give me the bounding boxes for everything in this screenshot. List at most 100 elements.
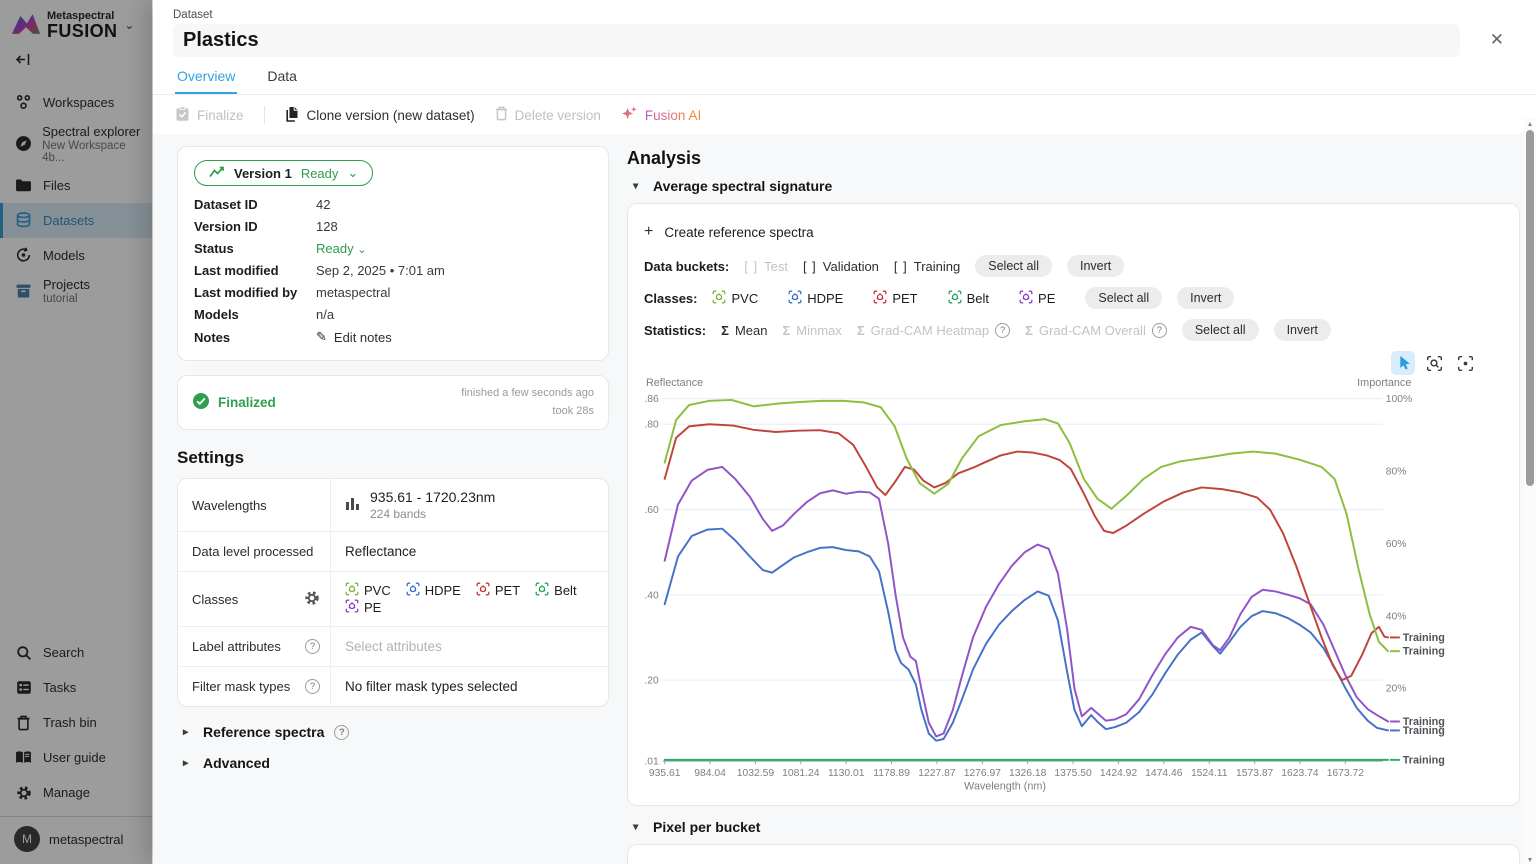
vertical-scrollbar[interactable]: ▲ ▼	[1524, 118, 1536, 864]
filter-masks-label: Filter mask types	[192, 679, 290, 694]
edit-notes-button[interactable]: ✎ Edit notes	[316, 329, 392, 345]
tab-bar: Overview Data	[153, 57, 1536, 95]
svg-text:1474.46: 1474.46	[1145, 768, 1183, 779]
help-icon[interactable]: ?	[995, 323, 1010, 338]
class-chip-pvc[interactable]: PVC	[345, 582, 391, 599]
close-button[interactable]: ✕	[1478, 28, 1516, 54]
panel-content: Version 1 Ready ⌄ Dataset ID 42 Version …	[153, 134, 1536, 864]
finalize-button[interactable]: Finalize	[175, 106, 244, 125]
bucket-validation[interactable]: [ ]Validation	[803, 259, 879, 274]
class-toggle-belt[interactable]: Belt	[948, 290, 989, 307]
status-value[interactable]: Ready ⌄	[316, 241, 592, 256]
overview-column: Version 1 Ready ⌄ Dataset ID 42 Version …	[177, 146, 609, 864]
pencil-icon: ✎	[316, 329, 327, 345]
svg-text:984.04: 984.04	[694, 768, 726, 779]
classes-settings-gear-icon[interactable]	[304, 590, 320, 609]
scroll-down-arrow[interactable]: ▼	[1527, 857, 1534, 864]
reset-view-tool-button[interactable]	[1453, 351, 1477, 375]
table-row-data-level: Data level processed Reflectance	[178, 532, 608, 572]
sigma-icon: Σ	[1025, 323, 1033, 338]
create-reference-label: Create reference spectra	[664, 225, 813, 240]
stat-gradcam-heatmap[interactable]: ΣGrad-CAM Heatmap?	[857, 323, 1010, 338]
stat-label: Grad-CAM Overall	[1039, 323, 1146, 338]
create-reference-spectra-button[interactable]: + Create reference spectra	[644, 223, 814, 241]
data-buckets-row: Data buckets: [ ]Test [ ]Validation [ ]T…	[644, 255, 1503, 277]
stats-invert-button[interactable]: Invert	[1274, 319, 1331, 341]
status-badge: Ready	[316, 241, 354, 256]
version-details: Dataset ID 42 Version ID 128 Status Read…	[194, 197, 592, 345]
classes-label: Classes	[192, 592, 238, 607]
class-name: PVC	[731, 291, 758, 306]
caret-right-icon: ▸	[183, 726, 193, 738]
bucket-test[interactable]: [ ]Test	[744, 259, 788, 274]
modal-backdrop[interactable]	[0, 0, 152, 864]
pixel-per-bucket-toggle[interactable]: ▾ Pixel per bucket	[633, 819, 1520, 835]
scrollbar-thumb[interactable]	[1526, 130, 1534, 486]
stat-gradcam-overall[interactable]: Σ Grad-CAM Overall?	[1025, 323, 1167, 338]
cursor-tool-button[interactable]	[1391, 351, 1415, 375]
svg-text:1130.01: 1130.01	[828, 768, 865, 779]
bucket-training[interactable]: [ ]Training	[894, 259, 960, 274]
version-selector[interactable]: Version 1 Ready ⌄	[194, 160, 373, 186]
classes-select-all-button[interactable]: Select all	[1085, 287, 1162, 309]
wavelengths-value: 935.61 - 1720.23nm 224 bands	[330, 479, 608, 531]
svg-text:1032.59: 1032.59	[737, 768, 775, 779]
classes-invert-button[interactable]: Invert	[1177, 287, 1234, 309]
svg-text:20%: 20%	[1386, 684, 1407, 695]
class-cube-icon	[712, 290, 726, 307]
caret-right-icon: ▸	[183, 757, 193, 769]
spectra-chart[interactable]: 0.860.800.600.400.200.01935.61984.041032…	[644, 377, 1503, 801]
band-count: 224 bands	[370, 507, 495, 521]
clone-version-button[interactable]: Clone version (new dataset)	[285, 106, 475, 125]
buckets-invert-button[interactable]: Invert	[1067, 255, 1124, 277]
class-chip-pet[interactable]: PET	[476, 582, 520, 599]
trend-icon	[209, 166, 225, 181]
label-attributes-select[interactable]: Select attributes	[330, 627, 608, 666]
class-cube-icon	[788, 290, 802, 307]
class-chip-hdpe[interactable]: HDPE	[406, 582, 461, 599]
svg-text:Importance: Importance	[1357, 377, 1411, 389]
version-status: Ready	[301, 166, 339, 181]
class-toggle-pvc[interactable]: PVC	[712, 290, 758, 307]
version-card: Version 1 Ready ⌄ Dataset ID 42 Version …	[177, 146, 609, 361]
buckets-select-all-button[interactable]: Select all	[975, 255, 1052, 277]
class-cube-icon	[406, 582, 420, 599]
delete-version-button[interactable]: Delete version	[495, 106, 601, 124]
avg-spectral-toggle[interactable]: ▾ Average spectral signature	[633, 178, 1520, 194]
help-icon[interactable]: ?	[334, 725, 349, 740]
svg-text:1623.74: 1623.74	[1281, 768, 1319, 779]
stats-select-all-button[interactable]: Select all	[1182, 319, 1259, 341]
clone-version-label: Clone version (new dataset)	[307, 108, 475, 123]
table-row-classes: Classes PVC HDPE PET Belt PE	[178, 572, 608, 627]
class-chip-pe[interactable]: PE	[345, 599, 381, 616]
row-label: Notes	[194, 330, 316, 345]
stat-minmax[interactable]: ΣMinmax	[782, 323, 841, 338]
classes-label-cell: Classes	[178, 572, 330, 626]
svg-text:1326.18: 1326.18	[1009, 768, 1047, 779]
svg-text:1673.72: 1673.72	[1327, 768, 1365, 779]
help-icon[interactable]: ?	[1152, 323, 1167, 338]
svg-text:1081.24: 1081.24	[782, 768, 820, 779]
edit-notes-label: Edit notes	[334, 330, 392, 345]
tab-data[interactable]: Data	[265, 61, 299, 94]
class-toggle-hdpe[interactable]: HDPE	[788, 290, 843, 307]
help-icon[interactable]: ?	[305, 679, 320, 694]
class-toggle-pe[interactable]: PE	[1019, 290, 1055, 307]
tab-overview[interactable]: Overview	[175, 61, 237, 94]
wavelength-range: 935.61 - 1720.23nm	[370, 489, 495, 505]
help-icon[interactable]: ?	[305, 639, 320, 654]
finalize-label: Finalize	[197, 108, 244, 123]
scroll-up-arrow[interactable]: ▲	[1527, 118, 1534, 130]
reference-spectra-toggle[interactable]: ▸ Reference spectra ?	[183, 724, 609, 740]
stat-mean[interactable]: ΣMean	[721, 323, 767, 338]
svg-text:0.01: 0.01	[644, 757, 659, 768]
class-chip-belt[interactable]: Belt	[535, 582, 576, 599]
advanced-toggle[interactable]: ▸ Advanced	[183, 755, 609, 771]
label-attributes-label: Label attributes	[192, 639, 281, 654]
class-toggle-pet[interactable]: PET	[873, 290, 917, 307]
page-title[interactable]: Plastics	[173, 24, 1460, 57]
zoom-area-tool-button[interactable]	[1422, 351, 1446, 375]
svg-text:0.20: 0.20	[644, 676, 659, 687]
class-cube-icon	[948, 290, 962, 307]
fusion-ai-button[interactable]: Fusion AI	[621, 105, 701, 125]
